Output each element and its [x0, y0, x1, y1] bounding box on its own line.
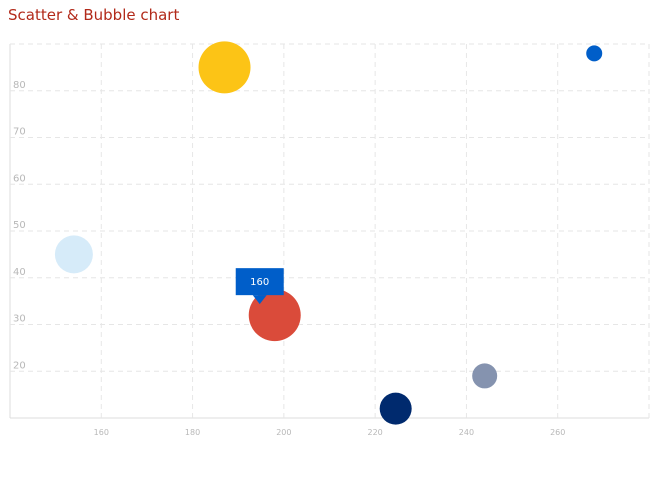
x-tick-label: 240	[459, 428, 474, 437]
x-tick-label: 260	[550, 428, 565, 437]
y-tick-label: 80	[13, 80, 26, 91]
y-tick-label: 60	[13, 173, 26, 184]
bubble-point[interactable]	[586, 45, 603, 62]
chart-title: Scatter & Bubble chart	[8, 6, 180, 24]
y-tick-label: 20	[13, 360, 26, 371]
tooltip-label: 160	[250, 277, 269, 288]
bubble-point[interactable]	[379, 392, 412, 425]
y-tick-label: 70	[13, 127, 26, 138]
bubble-point[interactable]	[54, 235, 93, 274]
data-points	[54, 41, 603, 425]
tooltip-pointer	[252, 295, 267, 305]
x-tick-label: 220	[368, 428, 383, 437]
grid	[9, 43, 650, 419]
y-tick-label: 50	[13, 220, 26, 231]
tooltip: 160	[235, 268, 284, 305]
x-tick-label: 180	[185, 428, 200, 437]
bubble-point[interactable]	[198, 41, 251, 94]
bubble-point[interactable]	[472, 363, 498, 389]
x-tick-label: 200	[276, 428, 291, 437]
x-tick-label: 160	[94, 428, 109, 437]
y-tick-label: 40	[13, 267, 26, 278]
tooltip-box	[235, 268, 284, 296]
y-tick-label: 30	[13, 314, 26, 325]
axis-ticks: 160 180 200 220 240 260 20 30 40 50 60 70 80	[13, 80, 565, 437]
bubble-point[interactable]	[248, 289, 301, 342]
